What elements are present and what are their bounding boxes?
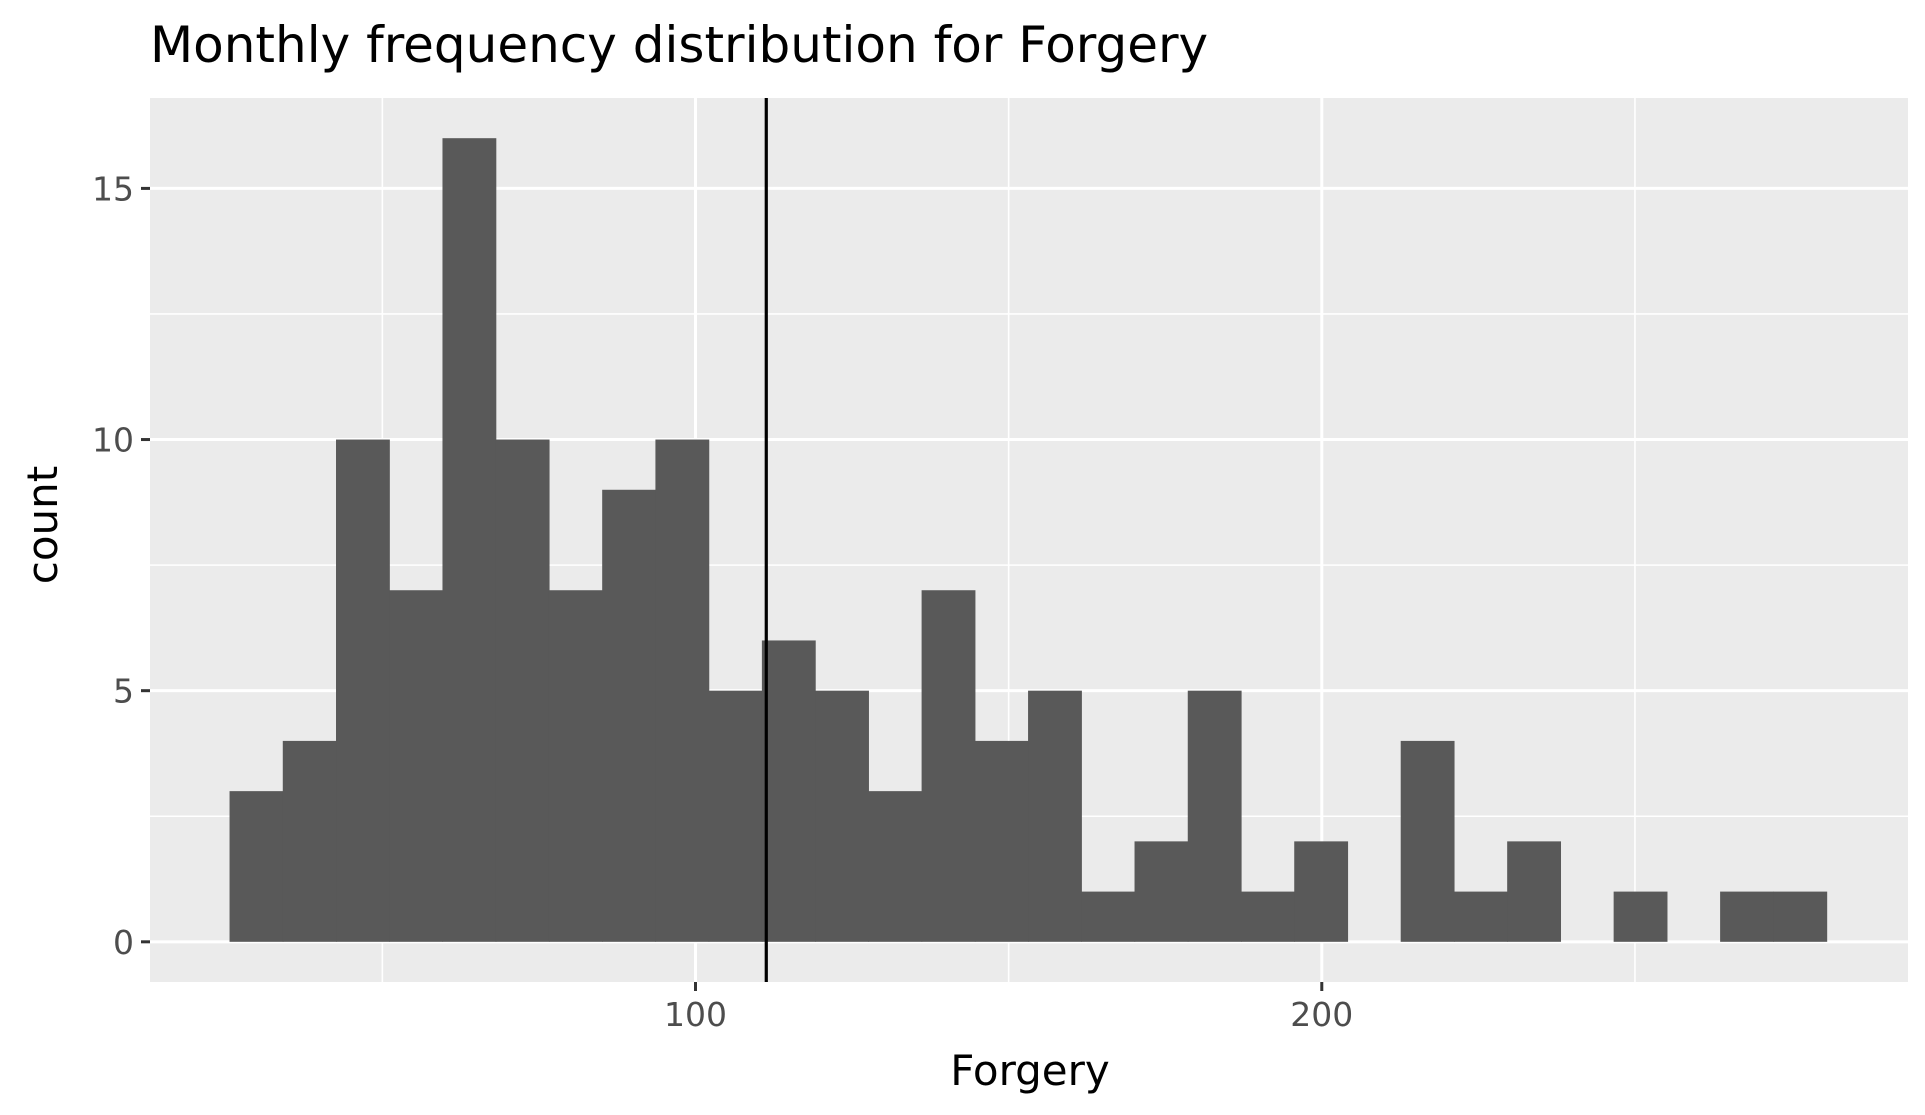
x-tick-label: 100 (664, 995, 727, 1034)
y-tick-label: 5 (113, 672, 134, 711)
histogram-bar (336, 439, 390, 942)
histogram-bar (442, 138, 497, 942)
histogram-bar (974, 740, 1029, 942)
histogram-bar (761, 640, 816, 942)
histogram-bar (548, 590, 603, 942)
histogram-bar (1613, 891, 1668, 942)
histogram-bars (229, 138, 1828, 942)
histogram-bar (708, 690, 763, 942)
x-axis: 100 200 (664, 982, 1353, 1034)
y-axis-title: count (18, 466, 67, 585)
histogram-bar (282, 740, 337, 942)
histogram-bar (1028, 690, 1082, 942)
histogram-bar (602, 489, 657, 942)
histogram-bar (1507, 841, 1562, 942)
histogram-bar (1720, 891, 1774, 942)
histogram-bar (1187, 690, 1242, 942)
y-tick-label: 15 (92, 169, 134, 208)
y-tick-label: 0 (113, 923, 134, 962)
histogram-bar (389, 590, 444, 942)
chart-title: Monthly frequency distribution for Forge… (150, 16, 1208, 74)
histogram-bar (815, 690, 869, 942)
histogram-bar (1294, 841, 1349, 942)
histogram-bar (1081, 891, 1136, 942)
histogram-bar (1134, 841, 1189, 942)
y-axis: 0 5 10 15 (92, 169, 150, 962)
histogram-bar (495, 439, 550, 942)
x-axis-title: Forgery (950, 1046, 1110, 1095)
histogram-bar (921, 590, 976, 942)
x-tick-label: 200 (1290, 995, 1353, 1034)
histogram-bar (229, 791, 284, 942)
histogram-bar (1400, 740, 1455, 942)
histogram-bar (868, 791, 923, 942)
histogram-bar (655, 439, 710, 942)
histogram-bar (1773, 891, 1828, 942)
histogram-bar (1240, 891, 1295, 942)
histogram-bar (1453, 891, 1508, 942)
y-tick-label: 10 (92, 421, 134, 460)
